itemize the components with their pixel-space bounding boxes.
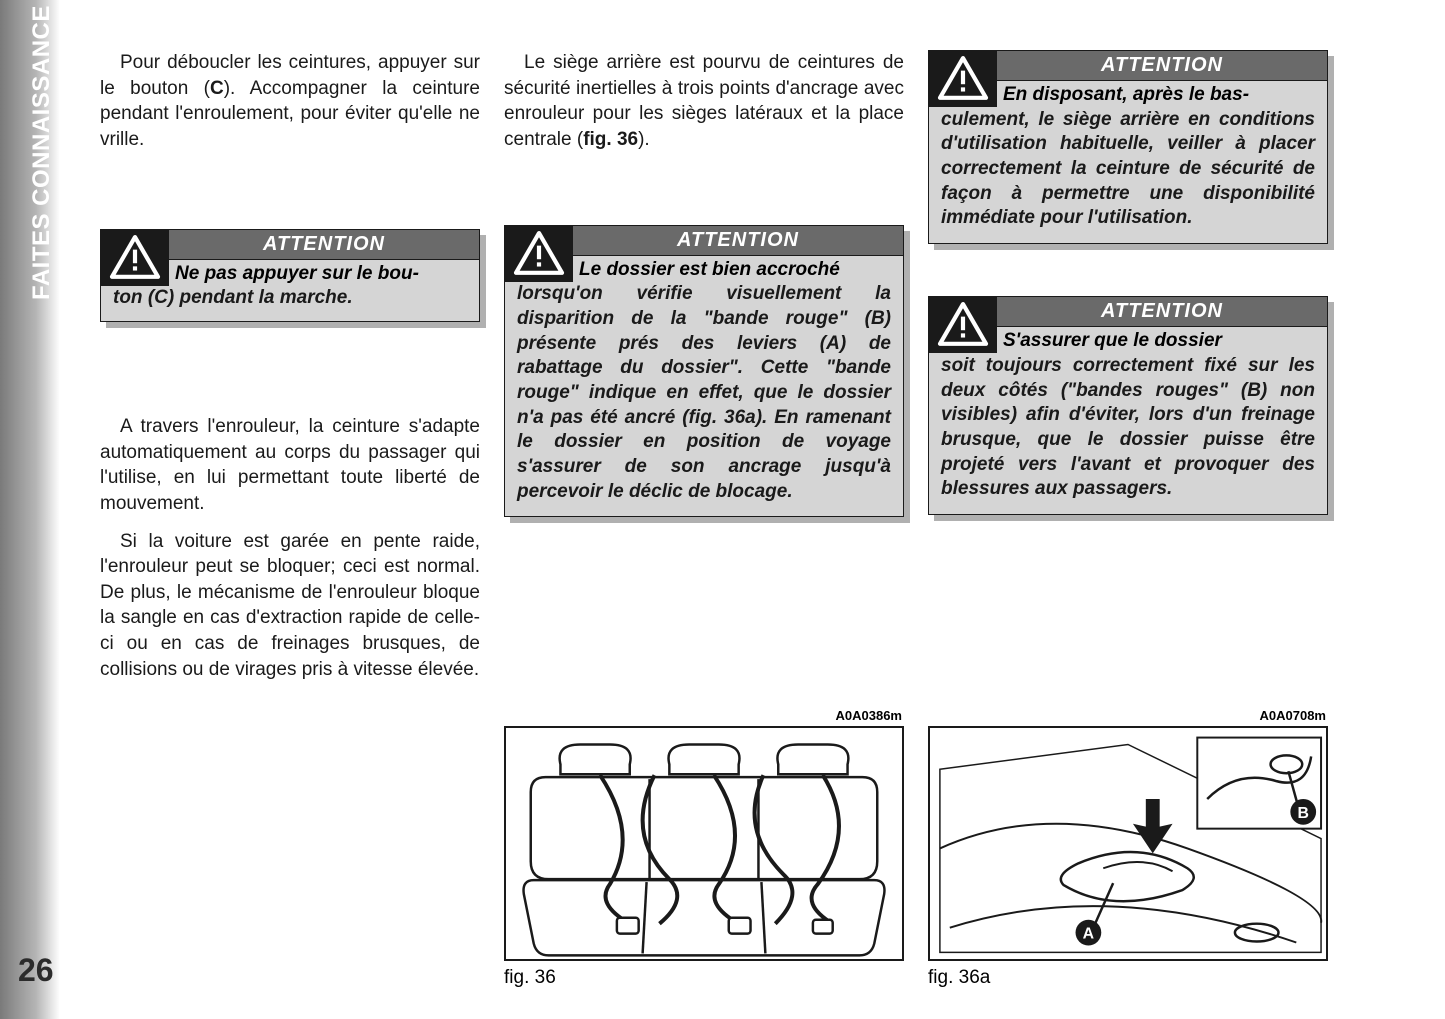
attention-label: ATTENTION bbox=[997, 51, 1327, 81]
attention-label: ATTENTION bbox=[997, 297, 1327, 327]
figure-code: A0A0708m bbox=[928, 708, 1328, 723]
warning-icon bbox=[101, 230, 169, 286]
figure-36a: A B bbox=[928, 726, 1328, 961]
figure-label-b: B bbox=[1298, 805, 1309, 822]
attention-text: culement, le siège arrière en conditions… bbox=[929, 108, 1327, 243]
text: Si la voiture est garée en pente raide, … bbox=[100, 529, 480, 683]
text: ). bbox=[638, 129, 650, 150]
text-bold: fig. 36 bbox=[583, 129, 638, 150]
attention-text: Ne pas appuyer sur le bou- bbox=[169, 260, 479, 287]
paragraph: Le siège arrière est pourvu de ceintures… bbox=[504, 50, 904, 157]
attention-text: En disposant, après le bas- bbox=[997, 81, 1327, 108]
column-3: ATTENTION En disposant, après le bas- cu… bbox=[928, 50, 1328, 989]
attention-text: S'assurer que le dossier bbox=[997, 327, 1327, 354]
seat-latch-illustration: A B bbox=[930, 728, 1326, 959]
attention-text: soit toujours correctement fixé sur les … bbox=[929, 354, 1327, 514]
manual-page: FAITES CONNAISSANCE AVEC VOTRE VOITURE 2… bbox=[0, 0, 1445, 1019]
seat-belt-illustration bbox=[506, 728, 902, 959]
paragraph: Si la voiture est garée en pente raide, … bbox=[100, 529, 480, 687]
attention-box: ATTENTION S'assurer que le dossier soit … bbox=[928, 296, 1328, 515]
paragraph: A travers l'enrouleur, la ceinture s'ada… bbox=[100, 414, 480, 521]
column-2: Le siège arrière est pourvu de ceintures… bbox=[504, 50, 904, 989]
sidebar: FAITES CONNAISSANCE AVEC VOTRE VOITURE 2… bbox=[0, 0, 60, 1019]
text: A travers l'enrouleur, la ceinture s'ada… bbox=[100, 414, 480, 517]
attention-label: ATTENTION bbox=[169, 230, 479, 260]
content-area: Pour déboucler les ceintures, appuyer su… bbox=[60, 0, 1445, 1019]
attention-text: Le dossier est bien accroché bbox=[573, 256, 903, 283]
attention-text: lorsqu'on vérifie visuellement la dispar… bbox=[505, 282, 903, 516]
attention-box: ATTENTION Le dossier est bien accroché l… bbox=[504, 225, 904, 518]
attention-box: ATTENTION Ne pas appuyer sur le bou- ton… bbox=[100, 229, 480, 322]
figure-label-a: A bbox=[1083, 926, 1095, 943]
text-bold: C bbox=[210, 78, 224, 99]
warning-icon bbox=[929, 297, 997, 353]
text: Le siège arrière est pourvu de ceintures… bbox=[504, 52, 904, 150]
attention-text: ton (C) pendant la marche. bbox=[101, 286, 479, 321]
figure-code: A0A0386m bbox=[504, 708, 904, 723]
column-1: Pour déboucler les ceintures, appuyer su… bbox=[100, 50, 480, 989]
figure-caption: fig. 36a bbox=[928, 967, 1328, 989]
attention-box: ATTENTION En disposant, après le bas- cu… bbox=[928, 50, 1328, 244]
page-number: 26 bbox=[18, 952, 54, 989]
section-title: FAITES CONNAISSANCE AVEC VOTRE VOITURE bbox=[28, 0, 56, 300]
paragraph: Pour déboucler les ceintures, appuyer su… bbox=[100, 50, 480, 157]
figure-36 bbox=[504, 726, 904, 961]
figure-caption: fig. 36 bbox=[504, 967, 904, 989]
warning-icon bbox=[929, 51, 997, 107]
attention-label: ATTENTION bbox=[573, 226, 903, 256]
warning-icon bbox=[505, 226, 573, 282]
